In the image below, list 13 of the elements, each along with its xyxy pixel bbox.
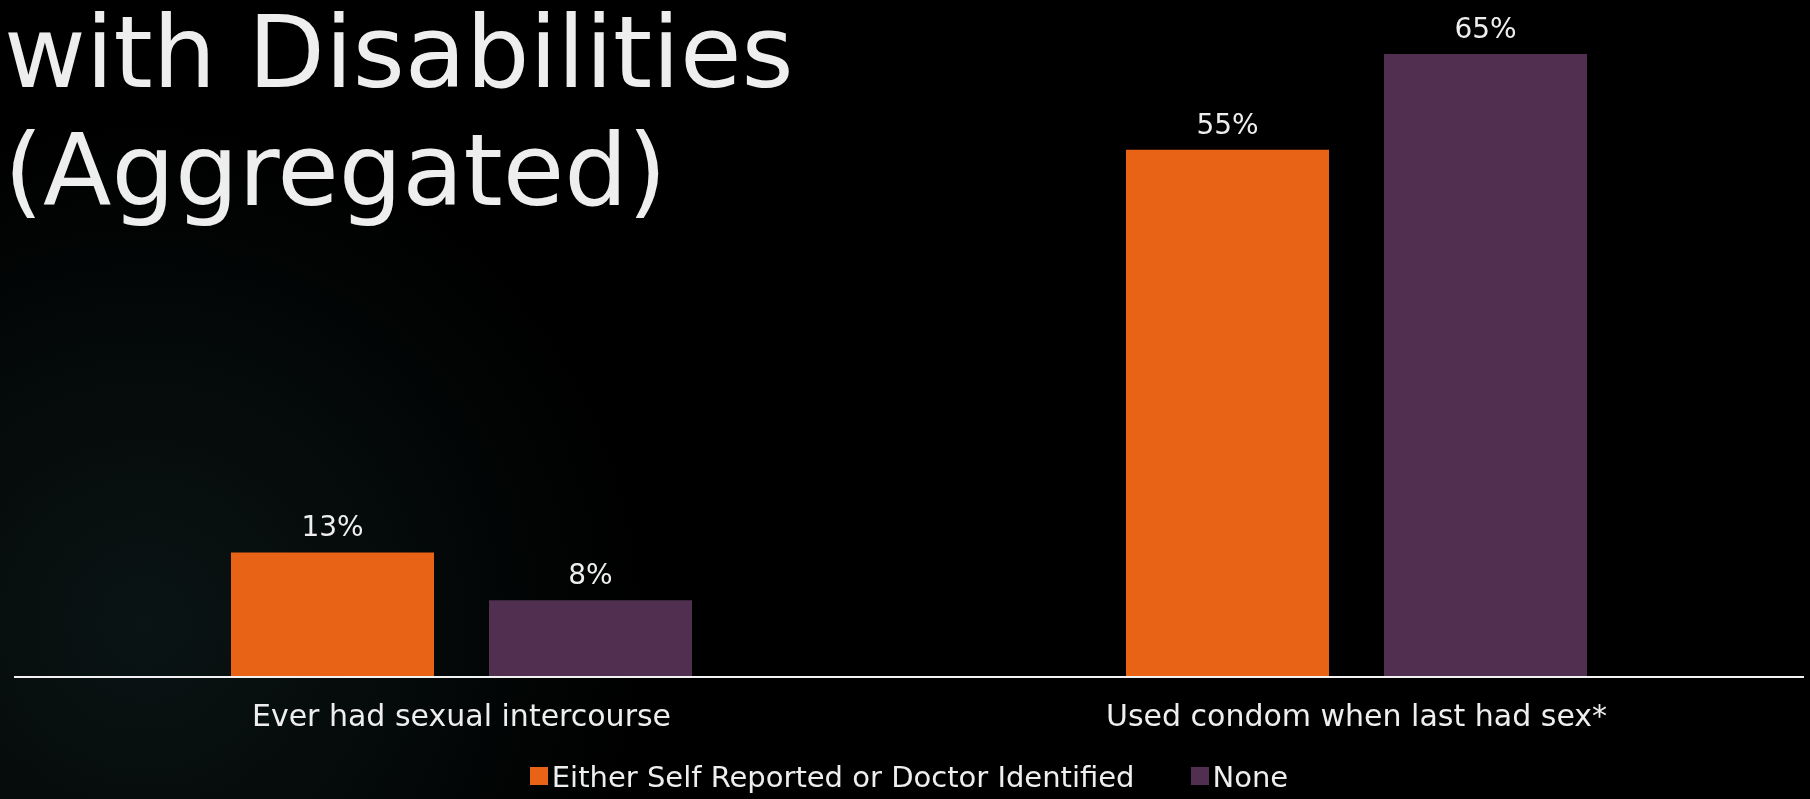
data-label: 13% (301, 510, 364, 544)
data-label: 65% (1454, 12, 1517, 45)
data-label: 8% (568, 558, 613, 592)
bar (231, 552, 434, 677)
x-tick-label: Used condom when last had sex* (1105, 698, 1608, 734)
bar (1384, 54, 1587, 677)
bar (1126, 149, 1329, 677)
bar (489, 600, 692, 677)
chart-title: with Disabilities (Aggregated) (4, 0, 795, 230)
x-tick-label: Ever had sexual intercourse (251, 698, 672, 734)
legend-label: Either Self Reported or Doctor Identified (551, 759, 1135, 793)
data-label: 55% (1196, 107, 1259, 141)
legend-label: None (1212, 759, 1289, 793)
